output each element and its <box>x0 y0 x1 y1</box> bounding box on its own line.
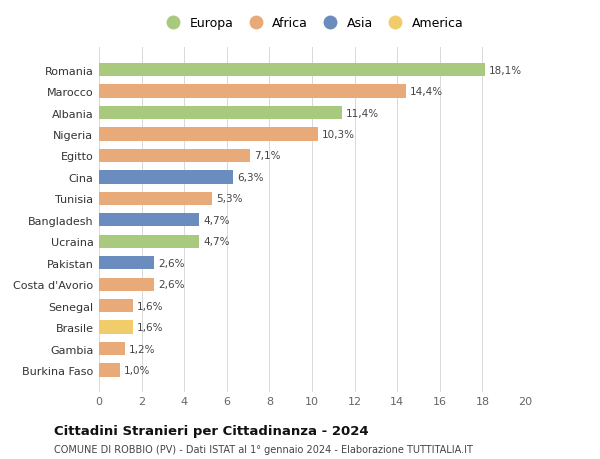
Text: 10,3%: 10,3% <box>322 130 355 140</box>
Bar <box>99 128 319 141</box>
Text: 4,7%: 4,7% <box>203 237 229 247</box>
Text: 2,6%: 2,6% <box>158 258 185 268</box>
Bar <box>99 364 120 377</box>
Text: 18,1%: 18,1% <box>488 66 521 75</box>
Text: 2,6%: 2,6% <box>158 280 185 290</box>
Text: 6,3%: 6,3% <box>237 173 263 183</box>
Bar <box>99 214 199 227</box>
Bar <box>99 257 154 270</box>
Text: COMUNE DI ROBBIO (PV) - Dati ISTAT al 1° gennaio 2024 - Elaborazione TUTTITALIA.: COMUNE DI ROBBIO (PV) - Dati ISTAT al 1°… <box>54 444 473 454</box>
Bar <box>99 342 125 355</box>
Text: 5,3%: 5,3% <box>216 194 242 204</box>
Bar <box>99 321 133 334</box>
Text: 14,4%: 14,4% <box>410 87 443 97</box>
Text: 1,6%: 1,6% <box>137 322 163 332</box>
Text: 1,0%: 1,0% <box>124 365 151 375</box>
Text: 1,6%: 1,6% <box>137 301 163 311</box>
Text: 7,1%: 7,1% <box>254 151 281 161</box>
Bar <box>99 235 199 248</box>
Bar <box>99 192 212 206</box>
Bar <box>99 85 406 99</box>
Bar <box>99 299 133 313</box>
Text: 11,4%: 11,4% <box>346 108 379 118</box>
Text: Cittadini Stranieri per Cittadinanza - 2024: Cittadini Stranieri per Cittadinanza - 2… <box>54 425 368 437</box>
Bar <box>99 171 233 184</box>
Text: 4,7%: 4,7% <box>203 215 229 225</box>
Legend: Europa, Africa, Asia, America: Europa, Africa, Asia, America <box>158 15 466 33</box>
Bar <box>99 64 485 77</box>
Bar <box>99 106 342 120</box>
Bar <box>99 278 154 291</box>
Bar <box>99 150 250 163</box>
Text: 1,2%: 1,2% <box>128 344 155 354</box>
